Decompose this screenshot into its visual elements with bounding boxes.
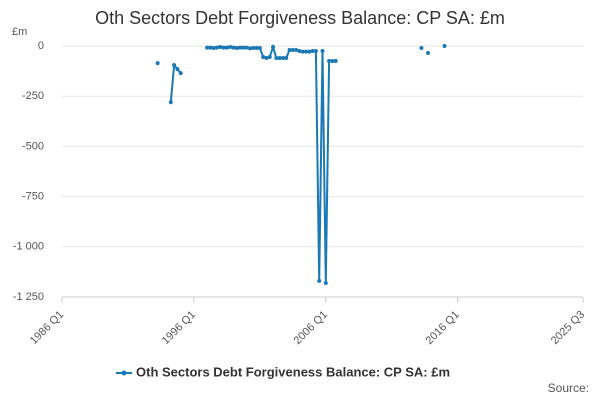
point [320,49,325,54]
point [175,67,180,72]
point [330,59,335,64]
point [297,49,302,54]
point [323,280,328,285]
point [234,46,239,51]
y-tick-label: -1 000 [13,241,44,253]
point [178,71,183,76]
point [228,45,233,50]
legend-label: Oth Sectors Debt Forgiveness Balance: CP… [136,364,450,379]
point [426,51,431,56]
point [251,46,256,51]
y-tick-label: -750 [22,191,44,203]
point [317,278,322,283]
point [419,46,424,51]
source-label: Source: [548,381,589,395]
point [294,48,299,53]
point [300,49,305,54]
point [168,100,173,105]
point [271,45,276,50]
point [208,45,213,50]
legend-marker [121,370,127,376]
x-tick-label: 2025 Q3 [549,309,587,347]
point [307,49,312,54]
point [264,56,269,61]
point [257,46,262,51]
point [214,45,219,50]
chart-title: Oth Sectors Debt Forgiveness Balance: CP… [95,8,505,28]
point [261,55,266,60]
point [333,59,338,64]
point [290,48,295,53]
point [205,45,210,50]
series-line [171,46,445,283]
x-tick-label: 2006 Q1 [292,309,330,347]
point [313,49,318,54]
point [247,46,252,51]
x-tick-label: 2016 Q1 [424,309,462,347]
point [172,63,177,68]
point [274,56,279,61]
point [238,45,243,50]
point [211,46,216,51]
y-tick-label: -1 250 [13,291,44,303]
y-unit: £m [12,26,27,38]
point [267,55,272,60]
point [224,45,229,50]
point [277,56,282,61]
point [218,45,223,50]
point [284,56,289,61]
y-tick-label: -500 [22,140,44,152]
x-tick-label: 1996 Q1 [160,309,198,347]
point [231,45,236,50]
point [241,45,246,50]
y-tick-label: -250 [22,90,44,102]
point [254,46,259,51]
point [221,45,226,50]
point [442,44,447,48]
x-tick-label: 1986 Q1 [28,309,66,347]
y-tick-label: 0 [38,40,44,52]
point [244,45,249,50]
point [304,49,309,54]
point [327,59,332,64]
point [280,56,285,61]
point [310,49,315,54]
point [155,61,160,66]
point [287,48,292,53]
